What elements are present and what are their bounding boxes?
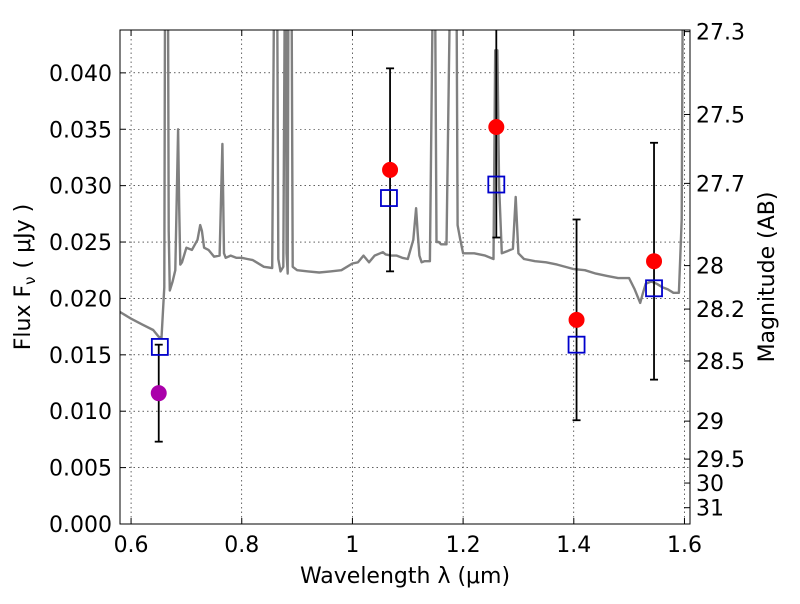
x-tick-label: 1.4 — [556, 533, 591, 558]
x-tick-label: 0.6 — [114, 533, 149, 558]
observed-point-marker — [150, 385, 167, 402]
right-tick-label: 29 — [696, 410, 724, 435]
y-tick-label: 0.015 — [49, 344, 112, 369]
x-axis-ticks: 0.6 0.8 1 1.2 1.4 1.6 — [114, 30, 702, 558]
right-tick-label: 27.5 — [696, 103, 745, 128]
y-tick-label: 0.005 — [49, 457, 112, 482]
right-tick-label: 27.3 — [696, 21, 745, 46]
plot-frame — [119, 29, 691, 525]
x-tick-label: 0.8 — [224, 533, 259, 558]
right-tick-label: 28 — [696, 255, 724, 280]
spectrum-line — [120, 30, 684, 340]
y-axis-label-group: Flux Fν ( μJy ) — [11, 204, 39, 350]
y-axis-label-unit: ( μJy ) — [11, 204, 36, 269]
observed-point-marker — [488, 118, 505, 135]
y-axis-ticks: 0.000 0.005 0.010 0.015 0.020 0.025 0.030 0.035… — [49, 62, 126, 538]
right-tick-label: 29.5 — [696, 448, 745, 473]
observed-point-marker — [382, 161, 399, 178]
model-square-marker — [567, 335, 586, 354]
right-tick-label: 30 — [696, 472, 724, 497]
x-tick-label: 1.2 — [446, 533, 481, 558]
model-square-marker — [487, 175, 506, 194]
right-tick-label: 28.5 — [696, 350, 745, 375]
model-square-marker — [380, 189, 398, 207]
model-square-marker — [150, 338, 169, 356]
data-marks-layer — [150, 30, 663, 443]
model-square-marker — [645, 279, 663, 298]
right-tick-label: 27.7 — [696, 172, 745, 197]
right-tick-label: 31 — [696, 497, 724, 522]
y-tick-label: 0.000 — [49, 513, 112, 538]
right-axis-label-group: Magnitude (AB) — [755, 192, 780, 363]
right-axis-label: Magnitude (AB) — [755, 192, 780, 363]
y-tick-label: 0.040 — [49, 62, 112, 87]
y-tick-label: 0.035 — [49, 118, 112, 143]
x-axis-label: Wavelength λ (μm) — [300, 564, 510, 589]
y-axis-label-main: Flux F — [11, 285, 36, 350]
right-tick-label: 28.2 — [696, 298, 745, 323]
y-tick-label: 0.030 — [49, 175, 112, 200]
x-tick-label: 1 — [345, 533, 359, 558]
observed-point-marker — [646, 253, 663, 270]
y-tick-label: 0.010 — [49, 400, 112, 425]
observed-point-marker — [568, 311, 585, 328]
y-axis-label-subscript: ν — [21, 276, 39, 284]
spectrum-layer — [120, 30, 684, 340]
x-tick-label: 1.6 — [667, 533, 702, 558]
y-tick-label: 0.020 — [49, 287, 112, 312]
y-axis-label: Flux Fν ( μJy ) — [11, 204, 39, 350]
y-tick-label: 0.025 — [49, 231, 112, 256]
